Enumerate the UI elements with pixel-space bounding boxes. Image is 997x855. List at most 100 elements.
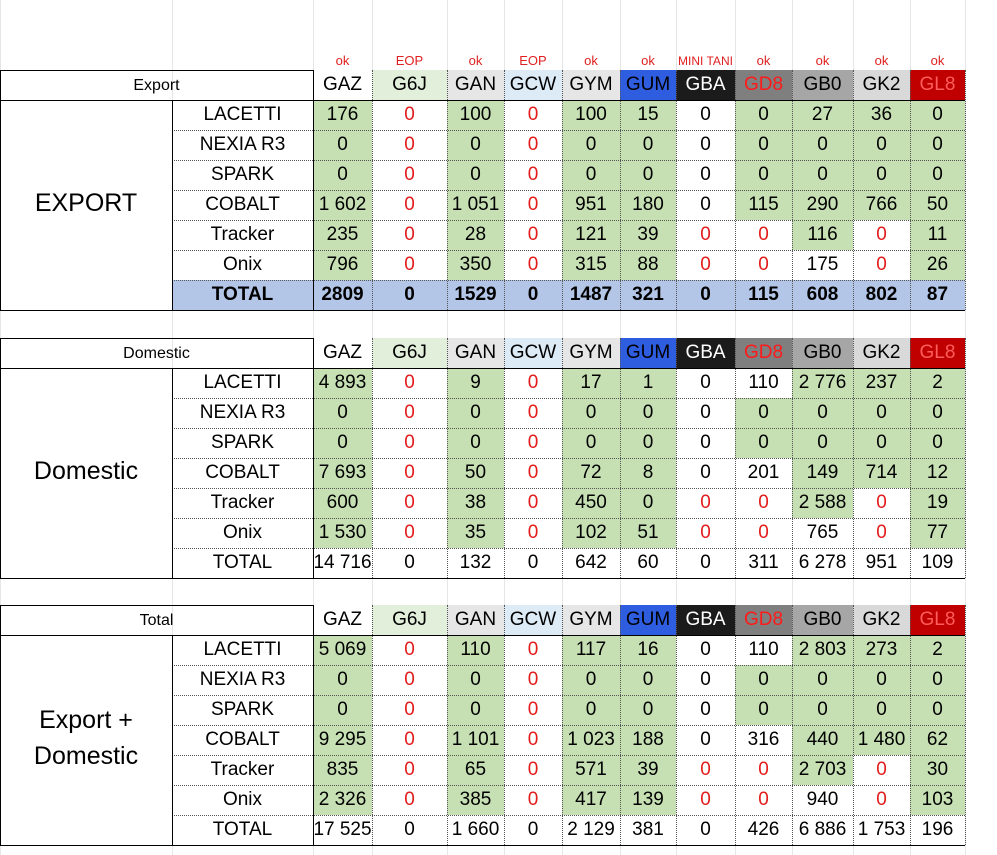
cell-gba: 0 xyxy=(676,488,735,518)
status-label: ok xyxy=(930,53,945,68)
label-col-border xyxy=(172,368,173,578)
column-header-gan: GAN xyxy=(447,70,504,100)
cell-gl8: 0 xyxy=(910,665,965,695)
cell-gan: 28 xyxy=(447,220,504,250)
cell-gaz: 5 069 xyxy=(313,635,372,665)
row-model-label: NEXIA R3 xyxy=(199,669,286,690)
cell-gum: 0 xyxy=(620,160,676,190)
row-divider xyxy=(172,130,965,131)
column-header-gk2: GK2 xyxy=(853,605,910,635)
cell-g6j: 0 xyxy=(372,130,447,160)
row-divider xyxy=(0,310,965,311)
cell-gba: 0 xyxy=(676,280,735,310)
cell-gk2: 0 xyxy=(853,695,910,725)
cell-gl8: 26 xyxy=(910,250,965,280)
cell-gym: 100 xyxy=(562,100,620,130)
group-label-line: EXPORT xyxy=(34,189,138,217)
cell-gan: 65 xyxy=(447,755,504,785)
cell-gcw: 0 xyxy=(504,160,562,190)
cell-gym: 1487 xyxy=(562,280,620,310)
cell-gaz: 0 xyxy=(313,695,372,725)
cell-g6j: 0 xyxy=(372,250,447,280)
cell-gba: 0 xyxy=(676,398,735,428)
column-header-gba: GBA xyxy=(676,70,735,100)
cell-gl8: 0 xyxy=(910,695,965,725)
cell-gan: 0 xyxy=(447,665,504,695)
cell-gym: 121 xyxy=(562,220,620,250)
column-header-gl8: GL8 xyxy=(910,605,965,635)
cell-gl8: 19 xyxy=(910,488,965,518)
cell-g6j: 0 xyxy=(372,100,447,130)
cell-gba: 0 xyxy=(676,518,735,548)
column-header-gba: GBA xyxy=(676,605,735,635)
column-divider xyxy=(853,338,854,578)
row-divider xyxy=(172,250,965,251)
cell-gum: 0 xyxy=(620,695,676,725)
cell-gb0: 0 xyxy=(792,130,853,160)
cell-gk2: 0 xyxy=(853,518,910,548)
cell-gba: 0 xyxy=(676,190,735,220)
row-model-label: Tracker xyxy=(210,492,275,513)
cell-gl8: 0 xyxy=(910,100,965,130)
column-header-gaz: GAZ xyxy=(313,605,372,635)
cell-gum: 0 xyxy=(620,428,676,458)
cell-gan: 9 xyxy=(447,368,504,398)
row-divider xyxy=(172,160,965,161)
column-divider xyxy=(504,70,505,310)
cell-gd8: 0 xyxy=(735,755,792,785)
cell-gl8: 12 xyxy=(910,458,965,488)
row-divider xyxy=(172,695,965,696)
cell-gcw: 0 xyxy=(504,488,562,518)
row-divider xyxy=(172,190,965,191)
cell-gd8: 0 xyxy=(735,695,792,725)
column-header-gb0: GB0 xyxy=(792,70,853,100)
section-group-label: EXPORT xyxy=(0,185,172,221)
section-group-label: Export + Domestic xyxy=(0,702,172,774)
row-divider xyxy=(172,518,965,519)
cell-gym: 0 xyxy=(562,130,620,160)
cell-gaz: 796 xyxy=(313,250,372,280)
cell-gl8: 87 xyxy=(910,280,965,310)
label-col-border xyxy=(172,100,173,310)
cell-gb0: 2 588 xyxy=(792,488,853,518)
cell-gan: 1529 xyxy=(447,280,504,310)
cell-gb0: 440 xyxy=(792,725,853,755)
cell-gl8: 30 xyxy=(910,755,965,785)
group-left-border xyxy=(0,70,1,310)
column-header-g6j: G6J xyxy=(372,338,447,368)
cell-gcw: 0 xyxy=(504,518,562,548)
cell-gl8: 0 xyxy=(910,130,965,160)
cell-gum: 8 xyxy=(620,458,676,488)
cell-gd8: 0 xyxy=(735,428,792,458)
cell-gk2: 951 xyxy=(853,548,910,578)
row-model-label: Onix xyxy=(222,789,263,810)
cell-gba: 0 xyxy=(676,725,735,755)
cell-gd8: 0 xyxy=(735,665,792,695)
cell-gum: 0 xyxy=(620,488,676,518)
section-top-line xyxy=(0,70,313,71)
column-divider xyxy=(910,338,911,578)
cell-gk2: 0 xyxy=(853,488,910,518)
cell-gaz: 235 xyxy=(313,220,372,250)
column-divider xyxy=(853,70,854,310)
column-divider xyxy=(447,338,448,578)
cell-gd8: 0 xyxy=(735,160,792,190)
column-header-gk2: GK2 xyxy=(853,70,910,100)
cell-gym: 0 xyxy=(562,665,620,695)
column-divider xyxy=(910,70,911,310)
cell-gl8: 196 xyxy=(910,815,965,845)
row-model-label: SPARK xyxy=(210,699,274,720)
cell-gum: 88 xyxy=(620,250,676,280)
section-top-line xyxy=(0,605,313,606)
cell-gum: 381 xyxy=(620,815,676,845)
row-divider xyxy=(172,665,965,666)
cell-gd8: 115 xyxy=(735,190,792,220)
group-label-line: Domestic xyxy=(33,742,139,770)
cell-gd8: 0 xyxy=(735,398,792,428)
status-label: ok xyxy=(641,53,655,68)
data-left-border xyxy=(313,605,314,845)
cell-gb0: 116 xyxy=(792,220,853,250)
status-label: ok xyxy=(335,53,350,68)
section-group-label: Domestic xyxy=(0,453,172,489)
cell-gl8: 103 xyxy=(910,785,965,815)
